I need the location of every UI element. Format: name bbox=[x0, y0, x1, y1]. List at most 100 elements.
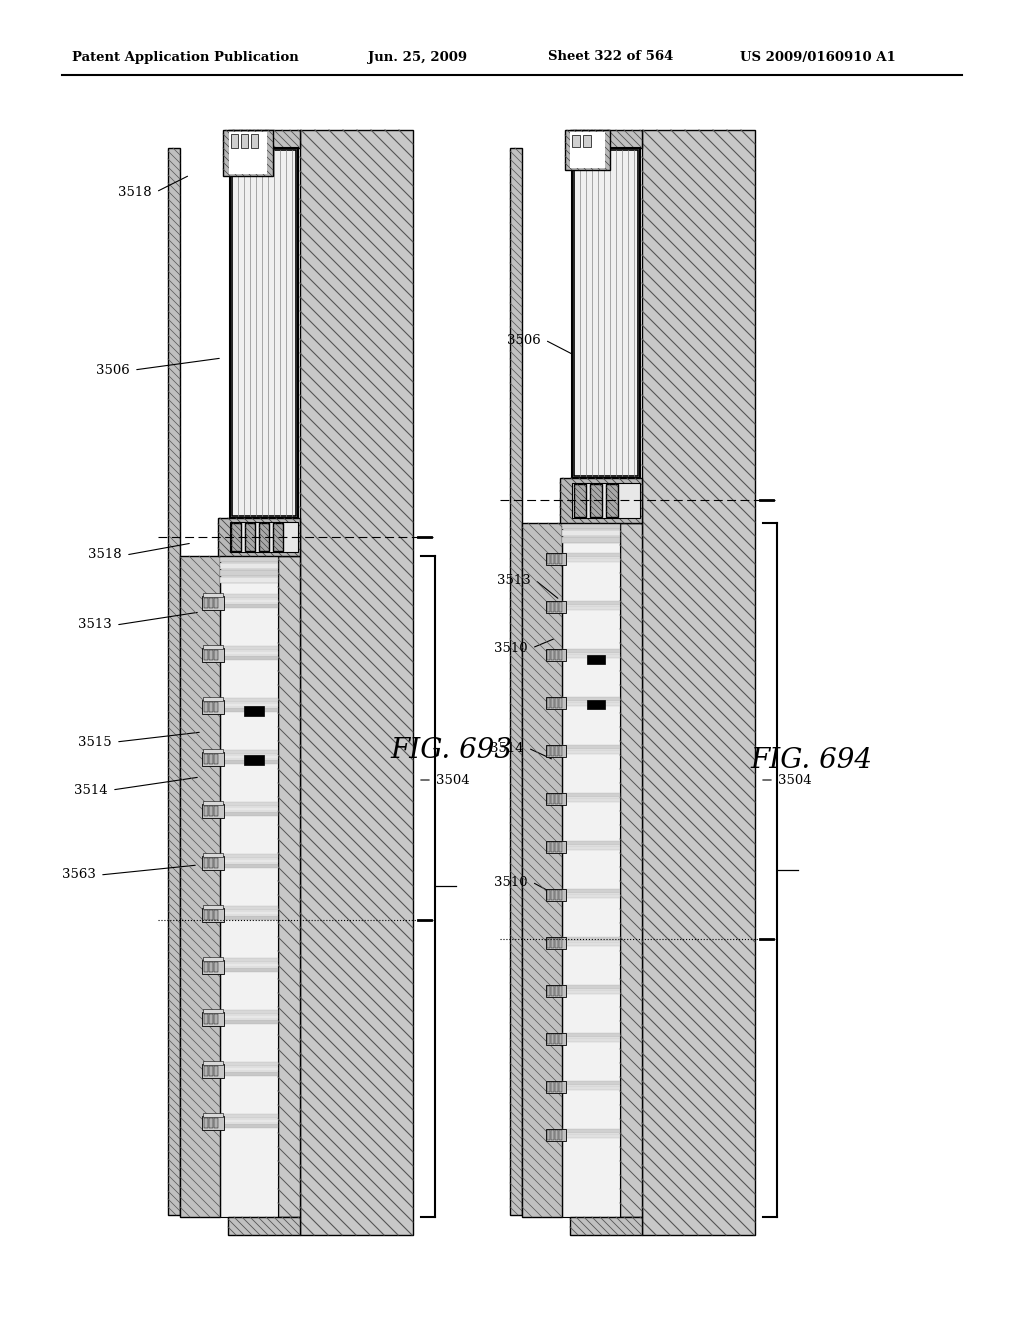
Bar bbox=[562, 601, 620, 605]
Bar bbox=[202, 1064, 224, 1078]
Bar bbox=[562, 702, 620, 706]
Bar bbox=[209, 598, 213, 609]
Bar bbox=[555, 602, 558, 612]
Text: FIG. 694: FIG. 694 bbox=[750, 747, 872, 774]
Bar bbox=[555, 842, 558, 851]
Bar bbox=[251, 135, 258, 148]
Bar bbox=[214, 1118, 218, 1129]
Bar bbox=[562, 799, 620, 803]
Bar bbox=[204, 1118, 208, 1129]
Bar bbox=[555, 1130, 558, 1140]
Bar bbox=[572, 135, 580, 147]
Bar bbox=[590, 484, 602, 517]
Bar bbox=[562, 531, 620, 536]
Bar bbox=[551, 842, 554, 851]
Bar bbox=[555, 986, 558, 997]
Bar bbox=[214, 1067, 218, 1076]
Bar bbox=[555, 795, 558, 804]
Bar bbox=[202, 1012, 224, 1026]
Bar bbox=[241, 135, 248, 148]
Bar bbox=[562, 537, 620, 543]
Bar bbox=[232, 150, 296, 516]
Bar bbox=[220, 916, 278, 920]
Bar bbox=[559, 842, 562, 851]
Bar bbox=[220, 708, 278, 711]
Bar bbox=[562, 1081, 620, 1085]
Bar bbox=[522, 523, 562, 1217]
Bar bbox=[572, 148, 640, 478]
Text: 3510: 3510 bbox=[495, 642, 528, 655]
Bar bbox=[560, 478, 642, 523]
Bar bbox=[220, 807, 278, 810]
Bar bbox=[559, 939, 562, 948]
Bar bbox=[220, 564, 278, 569]
Bar bbox=[220, 1020, 278, 1024]
Bar bbox=[547, 1034, 550, 1044]
Bar bbox=[551, 649, 554, 660]
Bar bbox=[547, 986, 550, 997]
Bar bbox=[555, 746, 558, 756]
Bar bbox=[220, 556, 278, 1217]
Bar bbox=[209, 702, 213, 711]
Bar bbox=[562, 606, 620, 610]
Bar bbox=[583, 135, 591, 147]
Bar bbox=[220, 803, 278, 807]
Bar bbox=[204, 909, 208, 920]
Bar bbox=[220, 911, 278, 915]
Bar bbox=[559, 1034, 562, 1044]
Bar bbox=[562, 523, 620, 1217]
Bar bbox=[220, 698, 278, 702]
Bar bbox=[220, 1067, 278, 1071]
Bar bbox=[551, 698, 554, 708]
Bar bbox=[220, 1063, 278, 1067]
Bar bbox=[562, 744, 620, 748]
Bar bbox=[555, 1082, 558, 1092]
Bar bbox=[565, 129, 610, 170]
Bar bbox=[562, 1034, 620, 1038]
Bar bbox=[546, 744, 566, 756]
Bar bbox=[203, 957, 223, 961]
Text: Jun. 25, 2009: Jun. 25, 2009 bbox=[368, 50, 467, 63]
Bar bbox=[204, 1067, 208, 1076]
Bar bbox=[606, 484, 618, 517]
Bar bbox=[220, 599, 278, 603]
Bar bbox=[220, 964, 278, 968]
Bar bbox=[562, 558, 620, 562]
Bar bbox=[230, 521, 298, 552]
Bar bbox=[203, 1061, 223, 1065]
Bar bbox=[570, 1217, 642, 1236]
Text: 3513: 3513 bbox=[78, 619, 112, 631]
Bar bbox=[547, 602, 550, 612]
Bar bbox=[642, 129, 755, 1236]
Bar bbox=[559, 602, 562, 612]
Bar bbox=[562, 990, 620, 994]
Bar bbox=[559, 795, 562, 804]
Bar bbox=[546, 1034, 566, 1045]
Bar bbox=[259, 523, 269, 550]
Bar bbox=[551, 1034, 554, 1044]
Bar bbox=[220, 1119, 278, 1123]
Bar bbox=[562, 937, 620, 941]
Bar bbox=[220, 968, 278, 972]
Bar bbox=[220, 750, 278, 754]
Bar bbox=[546, 888, 566, 902]
Bar bbox=[168, 148, 180, 1214]
Bar bbox=[572, 483, 640, 517]
Bar bbox=[562, 750, 620, 754]
Bar bbox=[209, 1118, 213, 1129]
Bar bbox=[209, 909, 213, 920]
Bar bbox=[551, 795, 554, 804]
Bar bbox=[547, 795, 550, 804]
Bar bbox=[218, 517, 300, 556]
Bar bbox=[555, 890, 558, 900]
Bar bbox=[220, 594, 278, 598]
Bar bbox=[562, 942, 620, 946]
Bar bbox=[214, 1014, 218, 1024]
Bar bbox=[204, 702, 208, 711]
Bar bbox=[546, 841, 566, 853]
Bar bbox=[555, 554, 558, 564]
Bar bbox=[220, 577, 278, 583]
Text: Sheet 322 of 564: Sheet 322 of 564 bbox=[548, 50, 674, 63]
Bar bbox=[220, 1072, 278, 1076]
Bar bbox=[555, 698, 558, 708]
